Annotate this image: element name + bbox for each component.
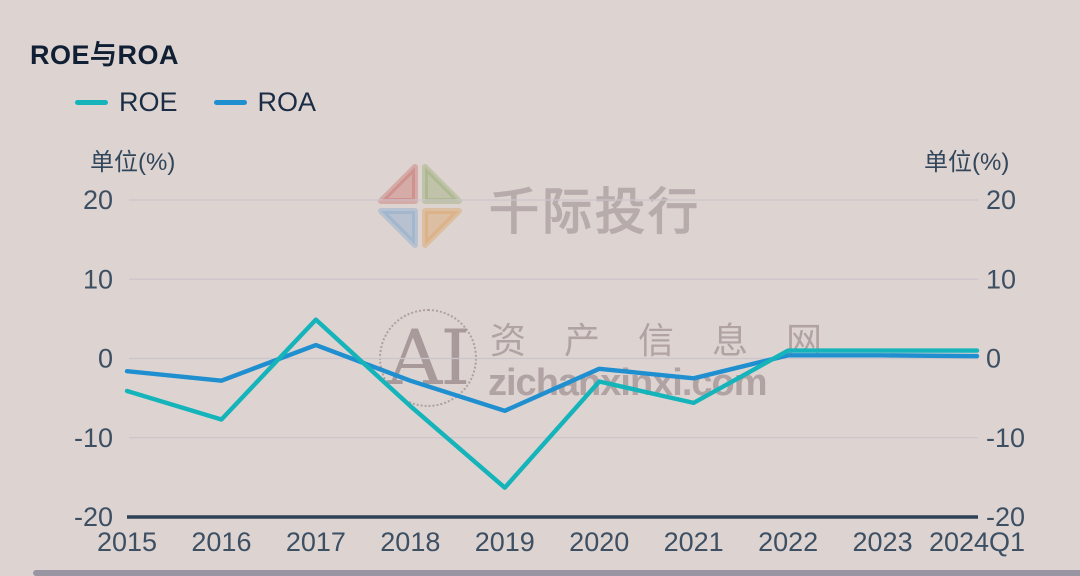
legend-item-roe[interactable]: ROE bbox=[75, 87, 178, 118]
x-tick-label: 2018 bbox=[380, 527, 440, 557]
x-tick-label: 2022 bbox=[758, 527, 818, 557]
brand-watermark-text: 千际投行 bbox=[489, 184, 701, 240]
x-tick-label: 2020 bbox=[569, 527, 629, 557]
site-name-watermark: 资 产 信 息 网 bbox=[490, 320, 837, 361]
x-tick-label: 2017 bbox=[286, 527, 346, 557]
y-axis-unit-label-right: 单位(%) bbox=[924, 149, 1010, 176]
legend-item-roa[interactable]: ROA bbox=[213, 86, 317, 118]
horizontal-scrollbar-thumb[interactable] bbox=[33, 570, 1080, 576]
x-tick-label: 2023 bbox=[853, 527, 913, 557]
roe-line bbox=[124, 317, 980, 490]
roa-legend-marker-icon bbox=[213, 99, 247, 105]
y-tick-label-left: -10 bbox=[74, 423, 113, 453]
x-tick-label: 2015 bbox=[97, 527, 157, 557]
y-tick-label-left: 10 bbox=[83, 264, 113, 294]
diamond-segment-red bbox=[378, 164, 418, 204]
y-tick-label-right: 0 bbox=[986, 344, 1001, 374]
y-tick-label-left: -20 bbox=[74, 502, 113, 532]
y-tick-label-right: 10 bbox=[986, 264, 1016, 294]
x-tick-label: 2024Q1 bbox=[929, 527, 1025, 557]
ai-watermark-text: AI bbox=[387, 313, 471, 402]
x-tick-label: 2019 bbox=[475, 527, 535, 557]
ai-watermark-circle: AI bbox=[379, 309, 477, 407]
roe-legend-marker-icon bbox=[75, 99, 108, 105]
diamond-segment-blue bbox=[378, 208, 418, 248]
legend-label-roa: ROA bbox=[257, 86, 317, 117]
roa-line bbox=[124, 342, 980, 414]
diamond-segment-green bbox=[422, 164, 462, 204]
x-tick-label: 2016 bbox=[191, 527, 251, 557]
y-tick-label-left: 20 bbox=[83, 185, 113, 215]
diamond-segment-orange bbox=[422, 208, 462, 248]
y-tick-label-right: 20 bbox=[986, 185, 1016, 215]
y-axis-unit-label-left: 单位(%) bbox=[90, 149, 176, 176]
legend: ROE ROA bbox=[75, 87, 316, 117]
legend-label-roe: ROE bbox=[119, 86, 178, 117]
x-tick-label: 2021 bbox=[664, 527, 724, 557]
y-tick-label-left: 0 bbox=[98, 344, 113, 374]
y-tick-label-right: -10 bbox=[986, 423, 1025, 453]
brand-diamond-logo-icon bbox=[378, 164, 462, 248]
y-tick-label-right: -20 bbox=[986, 502, 1025, 532]
chart-title: ROE与ROA bbox=[30, 40, 180, 70]
